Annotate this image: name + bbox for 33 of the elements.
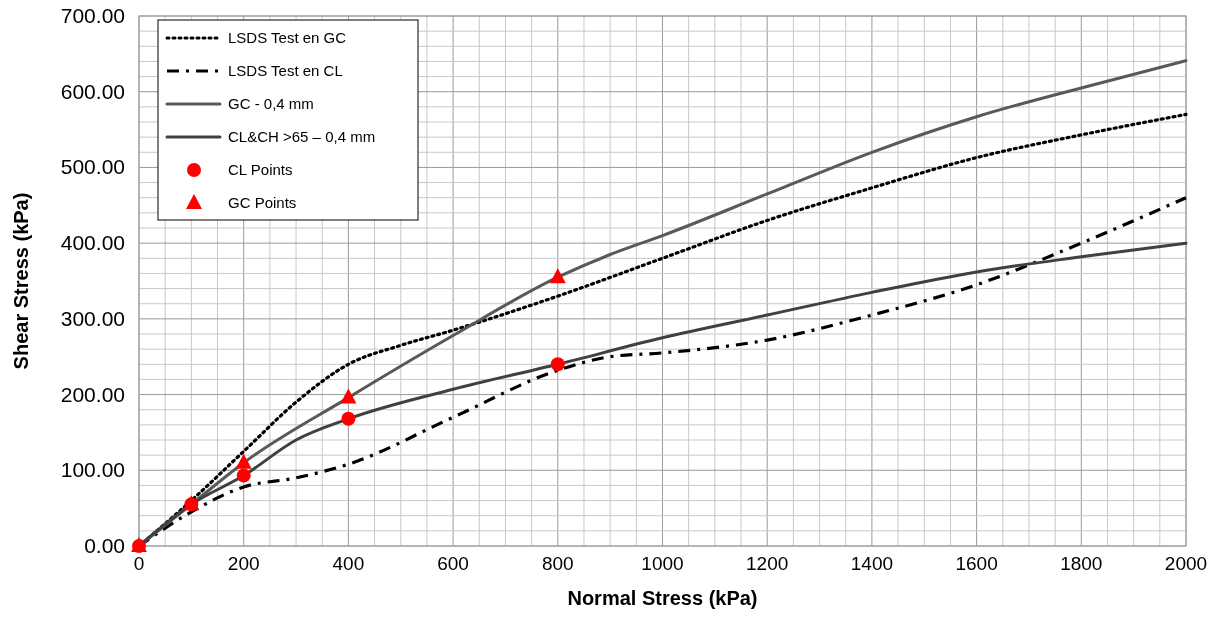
x-tick-label: 400	[332, 553, 365, 574]
y-tick-label: 700.00	[60, 4, 125, 27]
x-tick-label: 1800	[1060, 553, 1103, 574]
point	[549, 268, 566, 284]
point	[235, 453, 252, 469]
legend-label: LSDS Test en CL	[228, 62, 343, 79]
x-tick-label: 200	[227, 553, 260, 574]
point	[550, 357, 565, 372]
y-tick-label: 600.00	[60, 79, 125, 103]
x-tick-label: 1600	[955, 553, 998, 574]
point	[341, 411, 356, 426]
y-tick-label: 400.00	[60, 231, 125, 255]
y-tick-label: 100.00	[60, 458, 125, 482]
y-tick-label: 500.00	[60, 155, 125, 179]
x-axis-title: Normal Stress (kPa)	[567, 587, 758, 609]
x-tick-label: 1000	[641, 553, 684, 574]
y-axis-title: Shear Stress (kPa)	[10, 192, 32, 370]
y-tick-label: 200.00	[60, 382, 125, 406]
legend-label: LSDS Test en GC	[228, 29, 347, 46]
point	[236, 468, 251, 483]
legend-label: GC - 0,4 mm	[228, 95, 314, 112]
x-tick-label: 800	[541, 553, 574, 574]
legend-label: CL Points	[228, 161, 293, 178]
x-tick-label: 0	[133, 553, 145, 574]
legend-label: GC Points	[228, 194, 297, 211]
x-tick-label: 1200	[746, 553, 789, 574]
point	[340, 388, 357, 404]
y-tick-label: 0.00	[84, 534, 125, 557]
legend-label: CL&CH >65 – 0,4 mm	[228, 128, 376, 145]
x-tick-label: 2000	[1164, 553, 1208, 574]
x-tick-label: 1400	[850, 553, 894, 574]
x-tick-label: 600	[437, 553, 469, 574]
y-tick-label: 300.00	[60, 306, 125, 330]
